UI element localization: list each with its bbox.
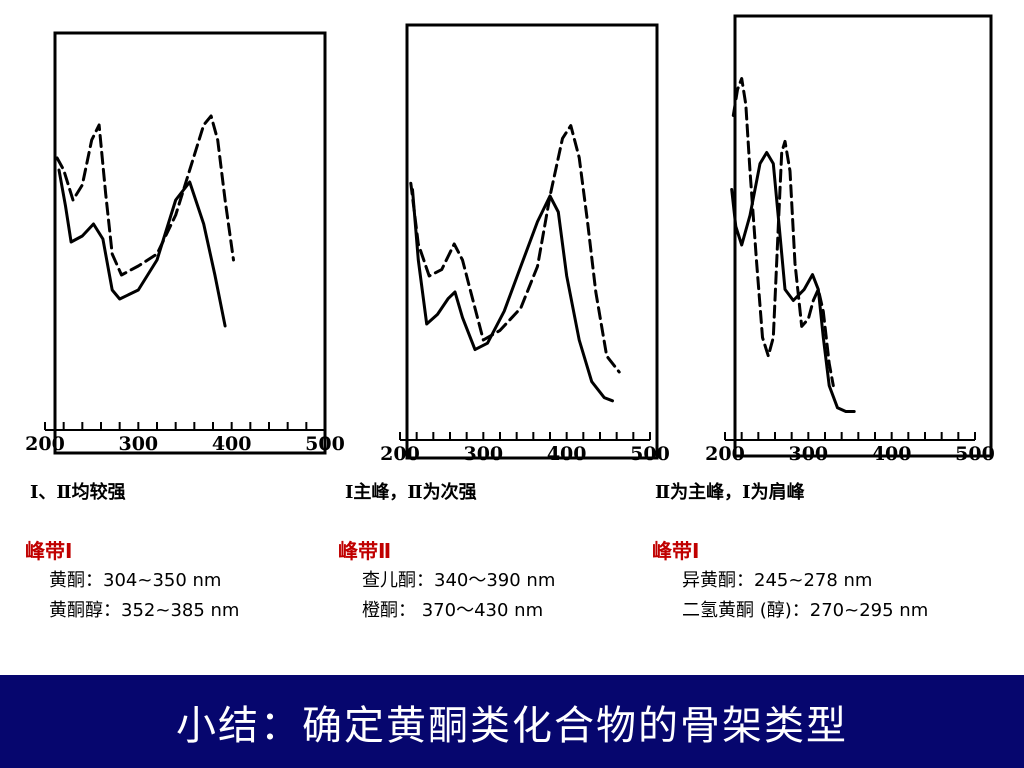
x-tick-label: 400 bbox=[547, 443, 587, 465]
solid-spectrum-line bbox=[57, 168, 227, 328]
spectrum-panel-3: 200 300 400 500 bbox=[705, 0, 1015, 470]
range-item: 黄酮：304~350 nm bbox=[49, 570, 222, 591]
x-tick-label: 500 bbox=[305, 433, 345, 455]
caption-1: Ⅰ、Ⅱ均较强 bbox=[30, 482, 126, 503]
note-block-1: 峰带Ⅰ 黄酮：304~350 nm 黄酮醇：352~385 nm bbox=[25, 536, 239, 626]
caption-2: Ⅰ主峰，Ⅱ为次强 bbox=[345, 482, 477, 503]
summary-text: 小结：确定黄酮类化合物的骨架类型 bbox=[176, 702, 848, 749]
x-tick-label: 200 bbox=[380, 443, 420, 465]
caption-3: Ⅱ为主峰，Ⅰ为肩峰 bbox=[655, 482, 805, 503]
x-tick-label: 500 bbox=[630, 443, 670, 465]
plot-frame bbox=[405, 23, 659, 460]
spectrum-chart-1: 200 300 400 500 bbox=[25, 31, 345, 455]
x-tick-label: 300 bbox=[463, 443, 503, 465]
range-item: 二氢黄酮 (醇)：270~295 nm bbox=[682, 600, 929, 621]
range-item: 查儿酮：340～390 nm bbox=[362, 570, 556, 591]
plot-frame bbox=[53, 31, 327, 455]
plot-frame bbox=[733, 14, 993, 458]
x-tick-label: 300 bbox=[788, 443, 828, 465]
x-tick-label: 300 bbox=[118, 433, 158, 455]
dashed-spectrum-line bbox=[55, 114, 235, 277]
note-block-3: 峰带Ⅰ 异黄酮：245~278 nm 二氢黄酮 (醇)：270~295 nm bbox=[652, 536, 928, 626]
x-tick-label: 400 bbox=[212, 433, 252, 455]
range-item: 橙酮： 370～430 nm bbox=[362, 600, 544, 621]
dashed-spectrum-line bbox=[731, 77, 835, 388]
range-item: 黄酮醇：352~385 nm bbox=[49, 600, 240, 621]
band-heading: 峰带Ⅰ bbox=[25, 539, 73, 563]
x-tick-label: 400 bbox=[872, 443, 912, 465]
spectrum-chart-3: 200 300 400 500 bbox=[705, 14, 995, 465]
solid-spectrum-line bbox=[730, 151, 856, 413]
note-block-2: 峰带Ⅱ 查儿酮：340～390 nm 橙酮： 370～430 nm bbox=[338, 536, 555, 626]
spectrum-panel-2: 200 300 400 500 bbox=[380, 0, 680, 470]
solid-spectrum-line bbox=[411, 188, 614, 403]
band-heading: 峰带Ⅰ bbox=[652, 539, 700, 563]
x-tick-label: 200 bbox=[25, 433, 65, 455]
spectrum-chart-2: 200 300 400 500 bbox=[380, 23, 670, 465]
range-item: 异黄酮：245~278 nm bbox=[682, 570, 873, 591]
x-tick-label: 500 bbox=[955, 443, 995, 465]
spectrum-panel-1: 200 300 400 500 bbox=[25, 0, 345, 470]
band-heading: 峰带Ⅱ bbox=[338, 539, 392, 563]
dashed-spectrum-line bbox=[409, 124, 621, 374]
x-tick-label: 200 bbox=[705, 443, 745, 465]
summary-banner: 小结：确定黄酮类化合物的骨架类型 bbox=[0, 675, 1024, 768]
